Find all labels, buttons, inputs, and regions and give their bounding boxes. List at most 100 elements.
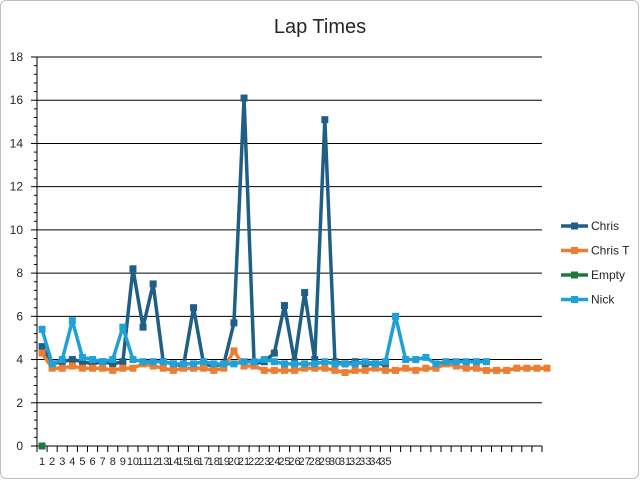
- series-nick: [38, 312, 490, 368]
- data-point: [260, 356, 268, 364]
- data-point: [68, 362, 76, 370]
- data-point: [291, 366, 299, 374]
- data-point: [169, 366, 177, 374]
- data-point: [412, 366, 420, 374]
- x-tick-label: 28: [309, 456, 321, 468]
- data-point: [392, 312, 400, 320]
- data-point: [482, 358, 490, 366]
- data-point: [331, 360, 339, 368]
- data-point: [149, 280, 157, 288]
- data-point: [422, 353, 430, 361]
- legend-label: Chris: [591, 219, 619, 233]
- data-point: [371, 364, 379, 372]
- x-tick-label: 11: [137, 456, 148, 468]
- data-point: [270, 366, 278, 374]
- data-point: [200, 358, 208, 366]
- data-point: [190, 364, 198, 372]
- y-tick-label: 0: [16, 439, 23, 453]
- x-tick-label: 22: [248, 456, 260, 468]
- legend-item: Chris T: [561, 244, 630, 258]
- x-tick-label: 25: [278, 456, 290, 468]
- x-tick-label: 1: [39, 456, 45, 468]
- data-point: [301, 360, 309, 368]
- x-tick-label: 17: [198, 456, 210, 468]
- data-point: [280, 366, 288, 374]
- data-point: [58, 356, 66, 364]
- y-tick-label: 12: [10, 180, 24, 194]
- data-point: [159, 358, 167, 366]
- data-point: [89, 356, 97, 364]
- data-point: [301, 289, 309, 297]
- data-point: [129, 265, 137, 273]
- data-point: [240, 94, 248, 102]
- data-point: [109, 360, 117, 368]
- data-point: [210, 360, 218, 368]
- x-tick-label: 33: [359, 456, 371, 468]
- y-tick-label: 4: [16, 353, 23, 367]
- data-point: [240, 358, 248, 366]
- data-point: [321, 358, 329, 366]
- x-tick-label: 13: [157, 456, 169, 468]
- data-point: [129, 356, 137, 364]
- data-point: [99, 358, 107, 366]
- x-tick-label: 19: [218, 456, 230, 468]
- data-point: [169, 360, 177, 368]
- x-tick-label: 34: [369, 456, 381, 468]
- x-tick-label: 26: [288, 456, 300, 468]
- x-tick-label: 24: [268, 456, 280, 468]
- x-tick-label: 15: [177, 456, 189, 468]
- data-point: [270, 358, 278, 366]
- data-point: [311, 356, 319, 364]
- data-point: [139, 358, 147, 366]
- y-tick-label: 16: [10, 93, 24, 107]
- x-tick-label: 12: [147, 456, 159, 468]
- data-point: [48, 360, 56, 368]
- y-tick-label: 8: [16, 266, 23, 280]
- data-point: [38, 349, 46, 357]
- y-tick-label: 6: [16, 309, 23, 323]
- data-point: [503, 366, 511, 374]
- series-chris-t: [38, 347, 551, 377]
- x-tick-label: 18: [208, 456, 220, 468]
- data-point: [230, 360, 238, 368]
- data-point: [432, 364, 440, 372]
- data-point: [109, 356, 117, 364]
- data-point: [321, 116, 329, 124]
- legend-label: Empty: [591, 268, 625, 282]
- legend-label: Nick: [591, 293, 615, 307]
- data-point: [48, 364, 56, 372]
- y-tick-label: 10: [10, 223, 24, 237]
- data-point: [78, 358, 86, 366]
- data-point: [412, 356, 420, 364]
- data-point: [139, 323, 147, 331]
- data-point: [240, 362, 248, 370]
- x-tick-label: 31: [339, 456, 351, 468]
- legend-swatch-marker: [571, 271, 578, 279]
- data-point: [230, 347, 238, 355]
- data-point: [220, 360, 228, 368]
- data-point: [89, 360, 97, 368]
- data-point: [482, 366, 490, 374]
- data-point: [392, 366, 400, 374]
- data-point: [68, 356, 76, 364]
- data-point: [260, 366, 268, 374]
- x-tick-label: 8: [110, 456, 116, 468]
- data-point: [200, 364, 208, 372]
- data-point: [38, 442, 46, 450]
- data-point: [119, 358, 127, 366]
- y-tick-label: 18: [10, 50, 24, 64]
- legend-item: Chris: [561, 219, 619, 233]
- x-tick-label: 23: [258, 456, 270, 468]
- data-point: [159, 364, 167, 372]
- data-point: [38, 343, 46, 351]
- data-point: [493, 366, 501, 374]
- data-point: [38, 325, 46, 333]
- data-point: [361, 366, 369, 374]
- x-tick-label: 2: [49, 456, 55, 468]
- x-tick-label: 30: [329, 456, 341, 468]
- series-chris: [38, 94, 389, 370]
- data-point: [179, 364, 187, 372]
- legend: Chris Chris T Empty Nick: [561, 219, 630, 307]
